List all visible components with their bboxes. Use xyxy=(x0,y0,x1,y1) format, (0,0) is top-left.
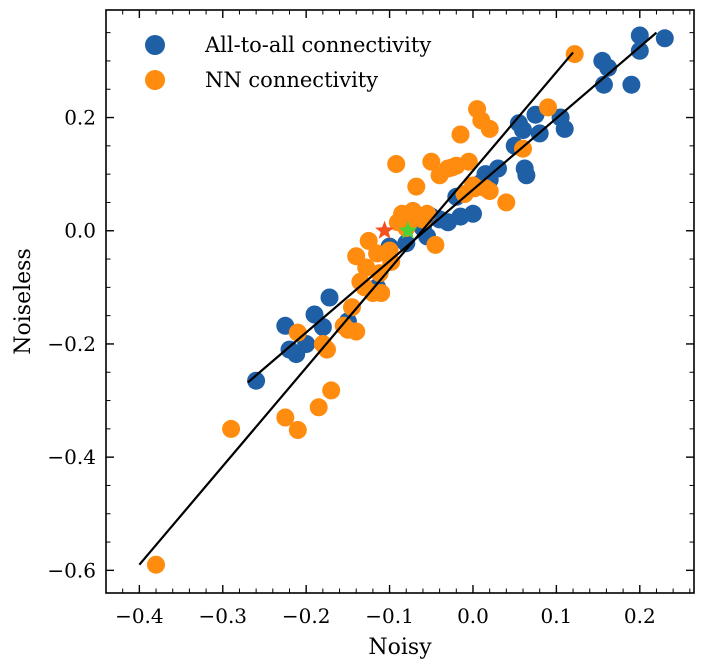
y-axis-label: Noiseless xyxy=(11,248,36,354)
y-tick-label-1: −0.4 xyxy=(47,445,96,469)
data-point-nn-33 xyxy=(418,204,437,223)
y-tick-label-3: 0.0 xyxy=(64,219,96,243)
x-tick-label-6: 0.2 xyxy=(624,604,656,628)
data-point-all-to-all-39 xyxy=(630,41,649,60)
data-point-nn-23 xyxy=(382,252,401,271)
plot-frame xyxy=(105,9,695,594)
data-point-all-to-all-38 xyxy=(622,75,641,94)
data-point-nn-53 xyxy=(565,45,584,64)
x-tick-label-3: −0.1 xyxy=(365,604,414,628)
data-point-nn-35 xyxy=(426,235,445,254)
fit-lines xyxy=(138,31,658,566)
x-tick-label-1: −0.3 xyxy=(198,604,247,628)
data-point-nn-11 xyxy=(343,298,361,317)
x-tick-label-0: −0.4 xyxy=(115,604,164,628)
data-point-nn-3 xyxy=(288,421,307,439)
data-point-nn-21 xyxy=(372,284,391,302)
data-point-all-to-all-7 xyxy=(320,288,339,307)
data-point-nn-52 xyxy=(539,98,557,117)
x-axis-label: Noisy xyxy=(368,635,432,660)
legend-label-all-to-all: All-to-all connectivity xyxy=(204,33,431,57)
data-point-all-to-all-6 xyxy=(313,318,332,336)
data-point-all-to-all-12 xyxy=(397,234,416,253)
data-point-nn-24 xyxy=(387,155,406,173)
x-tick-label-2: −0.2 xyxy=(282,604,331,628)
data-point-nn-49 xyxy=(480,119,499,138)
data-point-nn-7 xyxy=(318,340,336,359)
y-tick-label-2: −0.2 xyxy=(47,332,96,356)
data-point-nn-1 xyxy=(222,419,241,438)
x-tick-label-5: 0.1 xyxy=(540,604,572,628)
legend: All-to-all connectivity NN connectivity xyxy=(145,33,431,92)
data-point-nn-12 xyxy=(347,322,366,341)
y-tick-label-4: 0.2 xyxy=(64,106,96,130)
data-point-all-to-all-34 xyxy=(555,119,574,138)
data-point-all-to-all-37 xyxy=(599,58,618,77)
annotations xyxy=(375,220,418,239)
data-point-all-to-all-30 xyxy=(517,166,536,185)
data-point-nn-42 xyxy=(459,152,478,171)
data-point-nn-40 xyxy=(451,125,470,144)
noisy-mean-star xyxy=(375,220,395,239)
data-point-nn-50 xyxy=(497,193,516,212)
plot-layer xyxy=(147,26,674,574)
axis-ticks: −0.4 −0.3 −0.2 −0.1 0.0 0.1 0.2 −0.6 −0.4 −0.2 0.0… xyxy=(47,10,694,628)
data-point-all-to-all-0 xyxy=(247,371,266,390)
data-point-nn-34 xyxy=(422,152,441,171)
data-point-nn-48 xyxy=(480,182,499,201)
x-tick-label-4: 0.0 xyxy=(457,604,489,628)
legend-marker-nn xyxy=(145,70,165,90)
fit-line-0 xyxy=(247,31,658,384)
data-point-nn-2 xyxy=(276,408,295,427)
data-point-nn-5 xyxy=(309,398,328,417)
fit-line-1 xyxy=(138,51,574,566)
noiseless-mean-star xyxy=(398,220,418,239)
data-point-nn-30 xyxy=(407,177,426,196)
data-point-nn-8 xyxy=(322,381,341,400)
data-point-all-to-all-40 xyxy=(630,26,649,45)
data-point-all-to-all-28 xyxy=(514,121,532,139)
legend-label-nn: NN connectivity xyxy=(205,68,378,92)
data-point-nn-20 xyxy=(370,264,389,283)
legend-marker-all-to-all xyxy=(145,35,165,55)
data-point-nn-0 xyxy=(147,555,165,574)
data-point-all-to-all-20 xyxy=(464,204,482,223)
y-tick-label-0: −0.6 xyxy=(47,558,96,582)
data-point-all-to-all-41 xyxy=(655,29,674,48)
